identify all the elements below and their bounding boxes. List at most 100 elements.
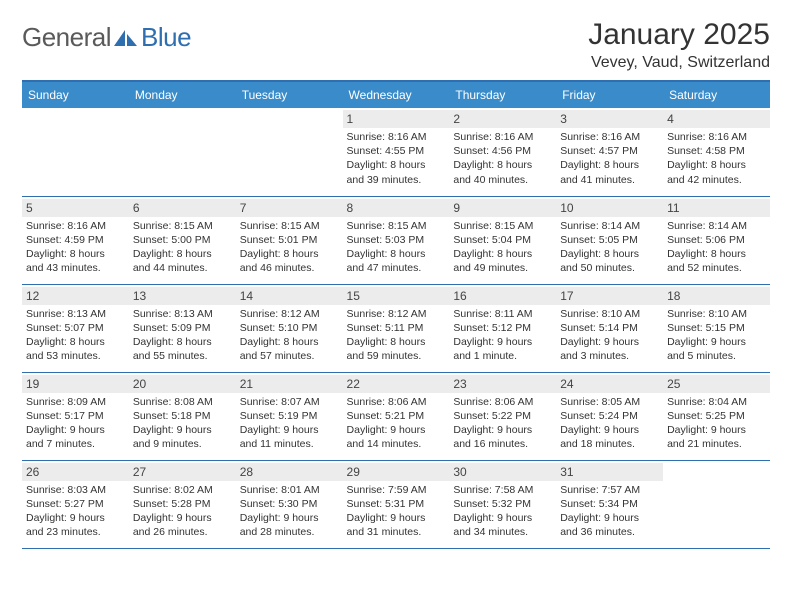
dow-friday: Friday xyxy=(556,82,663,108)
calendar-cell: 26Sunrise: 8:03 AMSunset: 5:27 PMDayligh… xyxy=(22,460,129,548)
calendar-cell: 3Sunrise: 8:16 AMSunset: 4:57 PMDaylight… xyxy=(556,108,663,196)
daylight-line-1: Daylight: 9 hours xyxy=(347,423,446,437)
header: General Blue January 2025 Vevey, Vaud, S… xyxy=(22,18,770,72)
daylight-line-2: and 44 minutes. xyxy=(133,261,232,275)
day-info: Sunrise: 8:15 AMSunset: 5:00 PMDaylight:… xyxy=(133,219,232,276)
sunset-text: Sunset: 5:15 PM xyxy=(667,321,766,335)
daylight-line-1: Daylight: 9 hours xyxy=(347,511,446,525)
sunrise-text: Sunrise: 8:14 AM xyxy=(667,219,766,233)
calendar-cell: 12Sunrise: 8:13 AMSunset: 5:07 PMDayligh… xyxy=(22,284,129,372)
calendar-cell: 16Sunrise: 8:11 AMSunset: 5:12 PMDayligh… xyxy=(449,284,556,372)
daylight-line-2: and 49 minutes. xyxy=(453,261,552,275)
calendar-cell-empty xyxy=(663,460,770,548)
calendar-cell: 8Sunrise: 8:15 AMSunset: 5:03 PMDaylight… xyxy=(343,196,450,284)
day-info: Sunrise: 8:11 AMSunset: 5:12 PMDaylight:… xyxy=(453,307,552,364)
daylight-line-2: and 16 minutes. xyxy=(453,437,552,451)
calendar-week: 1Sunrise: 8:16 AMSunset: 4:55 PMDaylight… xyxy=(22,108,770,196)
sunrise-text: Sunrise: 8:05 AM xyxy=(560,395,659,409)
calendar-cell: 1Sunrise: 8:16 AMSunset: 4:55 PMDaylight… xyxy=(343,108,450,196)
daylight-line-1: Daylight: 8 hours xyxy=(347,335,446,349)
sunset-text: Sunset: 5:32 PM xyxy=(453,497,552,511)
sail-icon xyxy=(113,28,139,48)
sunrise-text: Sunrise: 8:16 AM xyxy=(347,130,446,144)
sunrise-text: Sunrise: 8:06 AM xyxy=(453,395,552,409)
daylight-line-2: and 3 minutes. xyxy=(560,349,659,363)
page: General Blue January 2025 Vevey, Vaud, S… xyxy=(0,0,792,612)
calendar-cell: 21 Sunrise: 8:07 AMSunset: 5:19 PMDayligh… xyxy=(236,372,343,460)
calendar-cell: 20 Sunrise: 8:08 AMSunset: 5:18 PMDayligh… xyxy=(129,372,236,460)
daylight-line-2: and 28 minutes. xyxy=(240,525,339,539)
day-number: 15 xyxy=(343,287,450,305)
daylight-line-2: and 31 minutes. xyxy=(347,525,446,539)
sunrise-text: Sunrise: 8:02 AM xyxy=(133,483,232,497)
sunrise-text: Sunrise: 8:15 AM xyxy=(133,219,232,233)
calendar-cell: 9 Sunrise: 8:15 AMSunset: 5:04 PMDaylight… xyxy=(449,196,556,284)
daylight-line-2: and 52 minutes. xyxy=(667,261,766,275)
day-number: 20 xyxy=(129,375,236,393)
daylight-line-2: and 55 minutes. xyxy=(133,349,232,363)
sunset-text: Sunset: 4:56 PM xyxy=(453,144,552,158)
daylight-line-2: and 11 minutes. xyxy=(240,437,339,451)
day-number: 24 xyxy=(556,375,663,393)
day-number: 28 xyxy=(236,463,343,481)
daylight-line-2: and 46 minutes. xyxy=(240,261,339,275)
sunset-text: Sunset: 5:14 PM xyxy=(560,321,659,335)
day-number: 9 xyxy=(449,199,556,217)
day-info: Sunrise: 8:01 AMSunset: 5:30 PMDaylight:… xyxy=(240,483,339,540)
day-number: 19 xyxy=(22,375,129,393)
sunset-text: Sunset: 5:22 PM xyxy=(453,409,552,423)
day-info: Sunrise: 8:16 AMSunset: 4:56 PMDaylight:… xyxy=(453,130,552,187)
daylight-line-1: Daylight: 9 hours xyxy=(240,423,339,437)
day-info: Sunrise: 8:15 AMSunset: 5:04 PMDaylight:… xyxy=(453,219,552,276)
day-number: 2 xyxy=(449,110,556,128)
day-info: Sunrise: 8:04 AMSunset: 5:25 PMDaylight:… xyxy=(667,395,766,452)
daylight-line-2: and 1 minute. xyxy=(453,349,552,363)
calendar-cell: 27Sunrise: 8:02 AMSunset: 5:28 PMDayligh… xyxy=(129,460,236,548)
calendar-cell: 6Sunrise: 8:15 AMSunset: 5:00 PMDaylight… xyxy=(129,196,236,284)
day-number: 31 xyxy=(556,463,663,481)
daylight-line-2: and 9 minutes. xyxy=(133,437,232,451)
daylight-line-2: and 23 minutes. xyxy=(26,525,125,539)
sunset-text: Sunset: 5:10 PM xyxy=(240,321,339,335)
calendar-week: 5Sunrise: 8:16 AMSunset: 4:59 PMDaylight… xyxy=(22,196,770,284)
daylight-line-2: and 26 minutes. xyxy=(133,525,232,539)
daylight-line-1: Daylight: 8 hours xyxy=(133,335,232,349)
sunrise-text: Sunrise: 8:07 AM xyxy=(240,395,339,409)
sunrise-text: Sunrise: 8:03 AM xyxy=(26,483,125,497)
daylight-line-2: and 59 minutes. xyxy=(347,349,446,363)
sunset-text: Sunset: 5:11 PM xyxy=(347,321,446,335)
location-subtitle: Vevey, Vaud, Switzerland xyxy=(588,54,770,72)
sunset-text: Sunset: 5:12 PM xyxy=(453,321,552,335)
day-info: Sunrise: 8:16 AMSunset: 4:57 PMDaylight:… xyxy=(560,130,659,187)
day-number: 29 xyxy=(343,463,450,481)
brand-word-1: General xyxy=(22,22,111,53)
calendar-cell: 7Sunrise: 8:15 AMSunset: 5:01 PMDaylight… xyxy=(236,196,343,284)
day-number: 21 xyxy=(236,375,343,393)
day-number: 18 xyxy=(663,287,770,305)
daylight-line-2: and 42 minutes. xyxy=(667,173,766,187)
day-info: Sunrise: 7:58 AMSunset: 5:32 PMDaylight:… xyxy=(453,483,552,540)
sunrise-text: Sunrise: 8:12 AM xyxy=(240,307,339,321)
calendar-cell: 17Sunrise: 8:10 AMSunset: 5:14 PMDayligh… xyxy=(556,284,663,372)
daylight-line-1: Daylight: 8 hours xyxy=(240,335,339,349)
sunrise-text: Sunrise: 8:16 AM xyxy=(667,130,766,144)
sunrise-text: Sunrise: 7:59 AM xyxy=(347,483,446,497)
sunrise-text: Sunrise: 8:10 AM xyxy=(667,307,766,321)
sunrise-text: Sunrise: 8:15 AM xyxy=(240,219,339,233)
daylight-line-1: Daylight: 9 hours xyxy=(560,335,659,349)
day-number: 12 xyxy=(22,287,129,305)
day-info: Sunrise: 8:16 AMSunset: 4:58 PMDaylight:… xyxy=(667,130,766,187)
day-info: Sunrise: 8:08 AMSunset: 5:18 PMDaylight:… xyxy=(133,395,232,452)
sunset-text: Sunset: 5:09 PM xyxy=(133,321,232,335)
sunrise-text: Sunrise: 8:13 AM xyxy=(133,307,232,321)
sunset-text: Sunset: 5:01 PM xyxy=(240,233,339,247)
daylight-line-1: Daylight: 9 hours xyxy=(133,511,232,525)
daylight-line-1: Daylight: 9 hours xyxy=(453,423,552,437)
daylight-line-1: Daylight: 9 hours xyxy=(133,423,232,437)
sunrise-text: Sunrise: 7:58 AM xyxy=(453,483,552,497)
day-info: Sunrise: 8:12 AMSunset: 5:10 PMDaylight:… xyxy=(240,307,339,364)
calendar-week: 12Sunrise: 8:13 AMSunset: 5:07 PMDayligh… xyxy=(22,284,770,372)
daylight-line-1: Daylight: 8 hours xyxy=(560,247,659,261)
sunset-text: Sunset: 5:19 PM xyxy=(240,409,339,423)
sunrise-text: Sunrise: 8:06 AM xyxy=(347,395,446,409)
